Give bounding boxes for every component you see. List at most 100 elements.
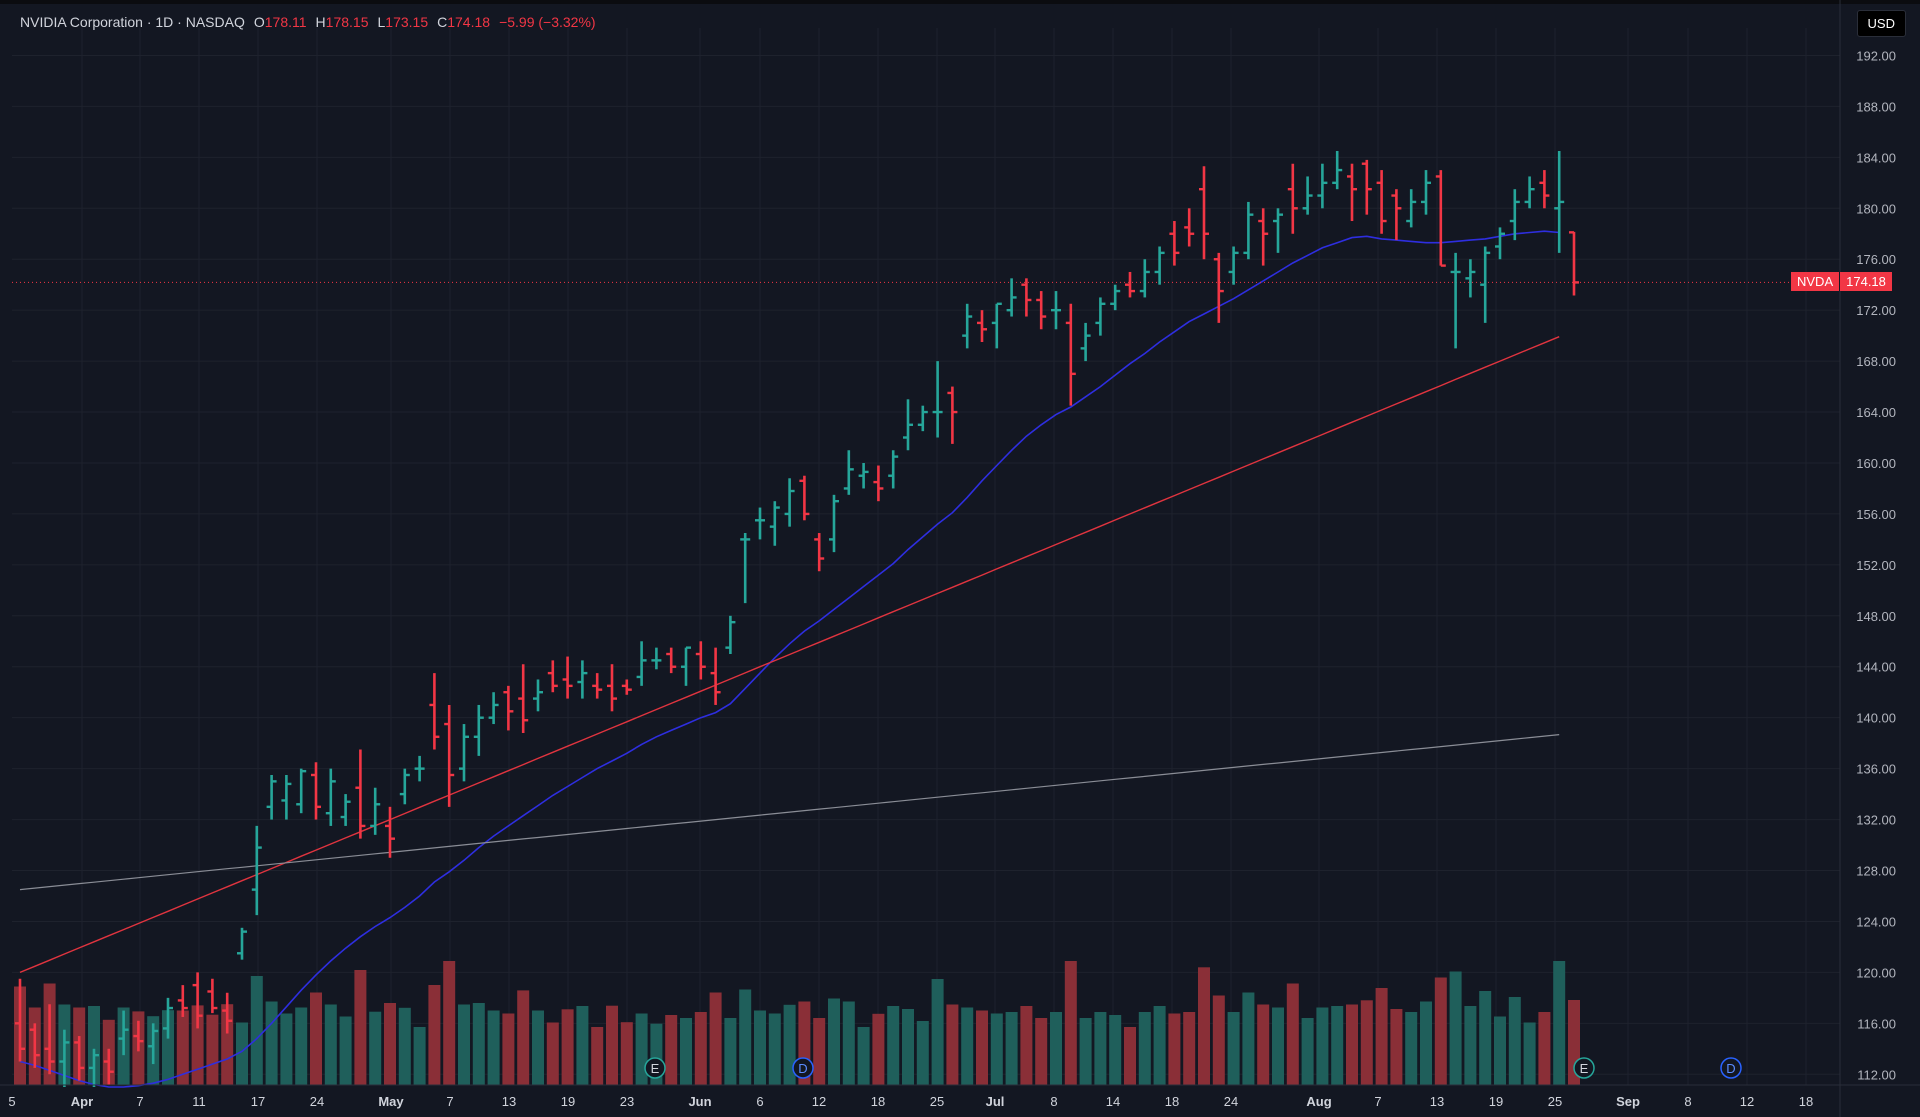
ohlc-bar	[1065, 303, 1076, 406]
volume-bar	[620, 1022, 633, 1085]
x-tick-label: 14	[1106, 1094, 1120, 1109]
ohlc-bar	[222, 992, 233, 1034]
ohlc-bar	[858, 462, 869, 489]
ohlc-bar	[1258, 208, 1269, 266]
ohlc-bar	[1495, 227, 1505, 260]
volume-bar	[191, 1005, 204, 1085]
ohlc-bar	[1228, 246, 1239, 285]
ohlc-bar	[977, 310, 987, 343]
ohlc-bar	[917, 405, 928, 432]
y-tick-label: 184.00	[1856, 150, 1896, 165]
ohlc-bar	[44, 1004, 55, 1075]
ohlc-bar	[755, 507, 765, 540]
x-tick-label: 6	[756, 1094, 763, 1109]
volume-bar	[324, 1004, 337, 1085]
ohlc-bar	[59, 1029, 70, 1087]
y-tick-label: 120.00	[1856, 965, 1896, 980]
y-tick-label: 192.00	[1856, 48, 1896, 63]
high-value: 178.15	[325, 14, 369, 30]
volume-bar	[576, 1006, 589, 1085]
marker-letter: D	[1726, 1061, 1735, 1076]
ohlc-bar	[1051, 291, 1061, 330]
ohlc-bar	[444, 704, 455, 807]
volume-bar	[828, 998, 840, 1085]
ohlc-bar	[710, 647, 721, 705]
y-tick-label: 176.00	[1856, 252, 1896, 267]
ohlc-bar	[1036, 291, 1047, 330]
y-tick-label: 132.00	[1856, 813, 1896, 828]
volume-bar	[872, 1013, 885, 1085]
ohlc-bar	[29, 1023, 40, 1068]
y-tick-label: 128.00	[1856, 864, 1896, 879]
dividend-marker: D	[792, 1057, 814, 1079]
volume-bar	[931, 979, 944, 1085]
volume-bar	[887, 1006, 900, 1085]
ohlc-bar	[769, 501, 780, 546]
ohlc-bar	[1006, 278, 1017, 317]
symbol-header: NVIDIA Corporation · 1D · NASDAQ O 178.11…	[20, 14, 596, 30]
y-tick-label: 152.00	[1856, 558, 1896, 573]
x-tick-label: 13	[1430, 1094, 1444, 1109]
earnings-marker: E	[644, 1057, 666, 1079]
ohlc-bar	[1154, 246, 1165, 285]
marker-circle	[644, 1057, 666, 1079]
y-tick-label: 160.00	[1856, 456, 1896, 471]
volume-bar	[532, 1010, 544, 1085]
volume-bar	[902, 1009, 914, 1085]
y-tick-label: 164.00	[1856, 405, 1896, 420]
ohlc-bar	[414, 755, 425, 782]
ohlc-bar	[843, 450, 854, 495]
ohlc-bar	[1435, 170, 1446, 267]
y-tick-label: 136.00	[1856, 762, 1896, 777]
x-tick-label: 11	[192, 1094, 206, 1109]
volume-bar	[1064, 961, 1077, 1085]
ohlc-bar	[237, 927, 247, 960]
earnings-marker: E	[1573, 1057, 1595, 1079]
currency-button[interactable]: USD	[1856, 10, 1906, 37]
marker-letter: D	[798, 1061, 807, 1076]
ohlc-bar	[1302, 176, 1313, 215]
volume-bar	[428, 985, 441, 1085]
close-label: C	[437, 14, 448, 30]
ohlc-bar	[163, 997, 173, 1039]
low-label: L	[377, 14, 386, 30]
ohlc-bar	[636, 641, 647, 686]
volume-bar	[1198, 967, 1210, 1085]
ohlc-bar	[666, 647, 677, 674]
y-tick-label: 172.00	[1856, 303, 1896, 318]
ma-long-line	[19, 734, 1560, 891]
ohlc-bar	[296, 768, 307, 814]
volume-bar	[295, 1007, 308, 1085]
ohlc-bar	[1465, 259, 1476, 298]
ohlc-bar	[251, 825, 262, 916]
ohlc-bar	[1421, 170, 1431, 215]
y-tick-label: 168.00	[1856, 354, 1896, 369]
volume-bar	[1553, 961, 1566, 1085]
volume-bar	[1050, 1012, 1062, 1085]
ohlc-bar	[1480, 246, 1491, 323]
open-value: 178.11	[264, 14, 307, 30]
volume-bar	[1183, 1012, 1196, 1085]
ohlc-bar	[725, 615, 736, 655]
ohlc-bar	[888, 450, 899, 489]
x-tick-label: 25	[930, 1094, 944, 1109]
ohlc-bar	[281, 774, 292, 820]
volume-bar	[310, 992, 322, 1085]
volume-bar	[739, 989, 752, 1085]
volume-bar	[1494, 1016, 1506, 1085]
ohlc-bar	[1169, 221, 1180, 266]
ohlc-bar	[1273, 208, 1283, 253]
ohlc-bars	[15, 150, 1579, 1087]
ohlc-bar	[1287, 163, 1298, 234]
x-tick-label: 24	[310, 1094, 324, 1109]
volume-bar	[1168, 1013, 1181, 1085]
x-tick-label: 12	[812, 1094, 826, 1109]
ohlc-bar	[340, 794, 351, 826]
volume-bar	[265, 1001, 278, 1085]
volume-bar	[458, 1004, 470, 1085]
ohlc-bar	[1391, 189, 1402, 241]
ohlc-bar	[488, 692, 499, 725]
ohlc-bar	[991, 302, 1002, 349]
